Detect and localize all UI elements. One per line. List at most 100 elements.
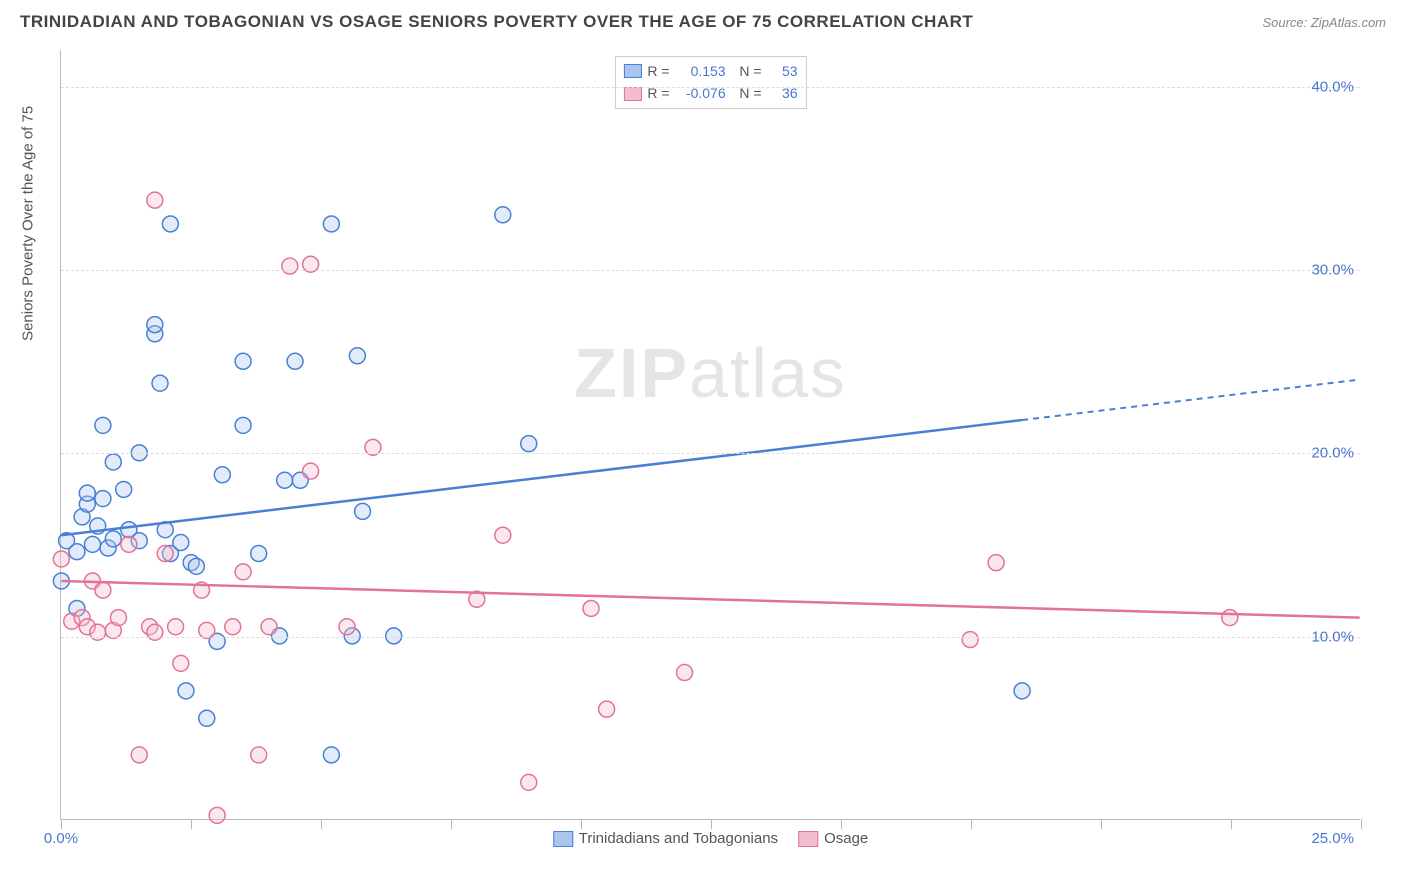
stats-r-value: 0.153 <box>676 60 726 82</box>
scatter-point <box>121 536 137 552</box>
y-tick-label: 10.0% <box>1311 628 1354 645</box>
trendline-dashed <box>1022 380 1360 420</box>
scatter-point <box>188 558 204 574</box>
scatter-point <box>349 348 365 364</box>
gridline <box>61 637 1360 638</box>
scatter-point <box>261 619 277 635</box>
scatter-point <box>209 807 225 823</box>
x-start-label: 0.0% <box>44 830 78 847</box>
legend-item: Osage <box>798 830 868 847</box>
scatter-point <box>162 216 178 232</box>
scatter-point <box>235 353 251 369</box>
x-end-label: 25.0% <box>1311 830 1354 847</box>
scatter-point <box>988 555 1004 571</box>
scatter-point <box>225 619 241 635</box>
legend-label: Osage <box>824 830 868 847</box>
y-tick-label: 30.0% <box>1311 262 1354 279</box>
legend-swatch <box>623 64 641 78</box>
plot-svg <box>61 50 1360 819</box>
scatter-point <box>495 527 511 543</box>
scatter-point <box>85 536 101 552</box>
scatter-point <box>583 600 599 616</box>
legend-swatch <box>798 831 818 847</box>
scatter-point <box>116 481 132 497</box>
scatter-point <box>152 375 168 391</box>
y-axis-label: Seniors Poverty Over the Age of 75 <box>20 106 37 341</box>
scatter-point <box>1222 610 1238 626</box>
scatter-point <box>287 353 303 369</box>
scatter-point <box>599 701 615 717</box>
scatter-point <box>962 632 978 648</box>
scatter-point <box>235 564 251 580</box>
bottom-legend: Trinidadians and Tobagonians Osage <box>553 830 869 847</box>
scatter-point <box>147 192 163 208</box>
scatter-point <box>105 454 121 470</box>
source-label: Source: ZipAtlas.com <box>1262 15 1386 30</box>
scatter-point <box>147 624 163 640</box>
gridline <box>61 87 1360 88</box>
scatter-point <box>323 216 339 232</box>
scatter-point <box>235 417 251 433</box>
scatter-point <box>147 317 163 333</box>
x-tick <box>711 819 712 829</box>
x-tick <box>841 819 842 829</box>
scatter-point <box>157 546 173 562</box>
scatter-point <box>251 747 267 763</box>
scatter-point <box>168 619 184 635</box>
x-tick <box>321 819 322 829</box>
legend-swatch <box>553 831 573 847</box>
scatter-point <box>173 655 189 671</box>
scatter-point <box>79 485 95 501</box>
stats-n-label: N = <box>732 60 762 82</box>
scatter-point <box>303 463 319 479</box>
gridline <box>61 270 1360 271</box>
scatter-point <box>95 417 111 433</box>
scatter-point <box>277 472 293 488</box>
scatter-point <box>178 683 194 699</box>
scatter-point <box>521 436 537 452</box>
scatter-point <box>214 467 230 483</box>
scatter-point <box>173 535 189 551</box>
scatter-point <box>90 624 106 640</box>
x-tick <box>1101 819 1102 829</box>
legend-swatch <box>623 87 641 101</box>
stats-r-label: R = <box>647 60 669 82</box>
stats-legend: R =0.153 N =53R =-0.076 N =36 <box>614 56 806 109</box>
scatter-point <box>521 774 537 790</box>
scatter-point <box>339 619 355 635</box>
trendline-solid <box>61 420 1022 535</box>
scatter-point <box>355 503 371 519</box>
legend-label: Trinidadians and Tobagonians <box>579 830 778 847</box>
scatter-point <box>69 544 85 560</box>
plot-area: ZIPatlas R =0.153 N =53R =-0.076 N =36 T… <box>60 50 1360 820</box>
chart-header: TRINIDADIAN AND TOBAGONIAN VS OSAGE SENI… <box>0 0 1406 36</box>
chart-container: Seniors Poverty Over the Age of 75 ZIPat… <box>40 50 1380 850</box>
x-tick <box>971 819 972 829</box>
trendline-solid <box>61 581 1359 618</box>
scatter-point <box>282 258 298 274</box>
y-tick-label: 40.0% <box>1311 78 1354 95</box>
chart-title: TRINIDADIAN AND TOBAGONIAN VS OSAGE SENI… <box>20 12 973 32</box>
x-tick <box>191 819 192 829</box>
gridline <box>61 453 1360 454</box>
x-tick <box>1231 819 1232 829</box>
scatter-point <box>105 531 121 547</box>
scatter-point <box>677 665 693 681</box>
scatter-point <box>199 710 215 726</box>
x-tick <box>451 819 452 829</box>
x-tick <box>61 819 62 829</box>
scatter-point <box>323 747 339 763</box>
scatter-point <box>495 207 511 223</box>
legend-item: Trinidadians and Tobagonians <box>553 830 778 847</box>
scatter-point <box>95 582 111 598</box>
scatter-point <box>95 491 111 507</box>
stats-row: R = 0.153 N = 53 <box>623 60 797 82</box>
x-tick <box>1361 819 1362 829</box>
x-tick <box>581 819 582 829</box>
stats-n-value: 53 <box>768 60 798 82</box>
scatter-point <box>251 546 267 562</box>
scatter-point <box>53 551 69 567</box>
y-tick-label: 20.0% <box>1311 445 1354 462</box>
scatter-point <box>1014 683 1030 699</box>
scatter-point <box>131 747 147 763</box>
